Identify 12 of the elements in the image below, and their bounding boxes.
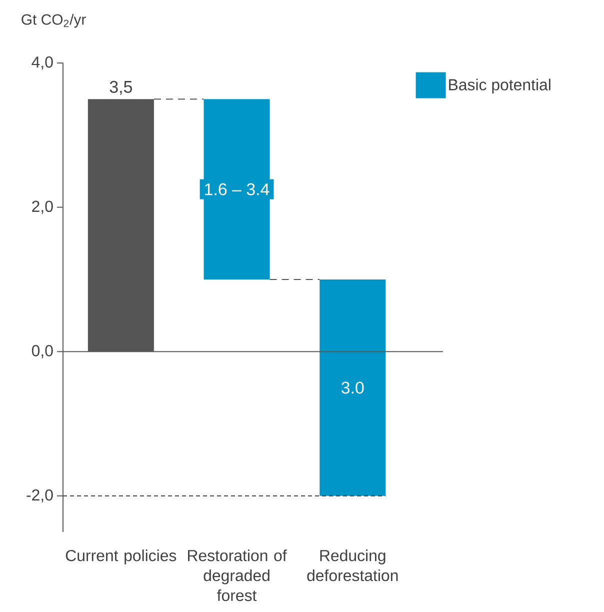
y-tick-label: 0,0	[32, 345, 53, 358]
data-label: 3.0	[342, 382, 364, 394]
annotation: 1.6 – 3.4	[205, 183, 270, 196]
y-tick-label: -2,0	[26, 489, 53, 502]
legend-label: Basic potential	[449, 78, 550, 94]
y-axis-title: Gt CO$_{2}$/yr	[22, 14, 86, 28]
y-tick-label: 2,0	[32, 200, 53, 214]
x-tick-label: Current policies	[66, 550, 176, 564]
y-tick-label: 4,0	[32, 56, 53, 70]
x-tick-label: Restoration of degraded forest	[188, 550, 287, 602]
x-tick-label: Reducing deforestation	[307, 550, 398, 582]
data-label: 3,5	[110, 80, 132, 95]
